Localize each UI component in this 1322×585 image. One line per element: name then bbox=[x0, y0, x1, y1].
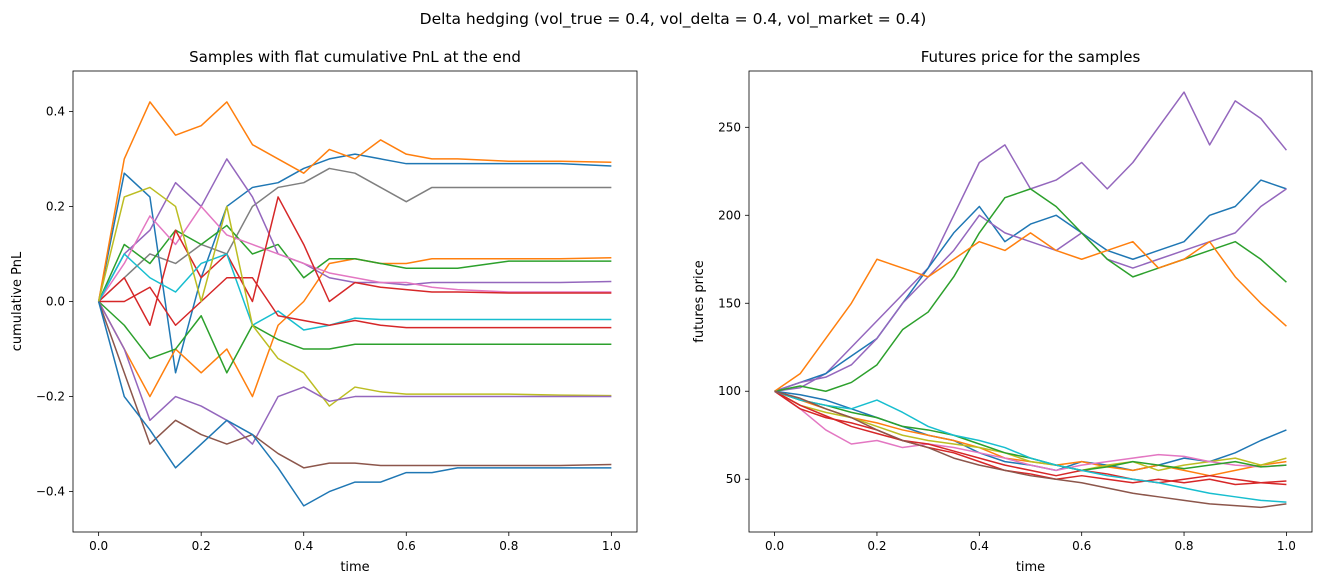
y-tick-label: 0.0 bbox=[46, 295, 65, 309]
series-line-6 bbox=[774, 390, 1287, 477]
series-line-8 bbox=[97, 253, 612, 331]
series-line-7 bbox=[774, 390, 1287, 472]
y-tick-label: −0.2 bbox=[36, 390, 65, 404]
series-line-3 bbox=[774, 188, 1287, 392]
series-line-5 bbox=[97, 158, 612, 302]
series-line-2 bbox=[98, 167, 612, 303]
x-axis-label: time bbox=[340, 560, 369, 575]
y-tick-label: 250 bbox=[718, 120, 741, 134]
series-line-4 bbox=[774, 232, 1287, 392]
series-line-12 bbox=[97, 301, 612, 445]
series-line-7 bbox=[98, 196, 612, 327]
x-tick-label: 0.6 bbox=[397, 539, 416, 553]
y-tick-label: 0.2 bbox=[46, 199, 65, 213]
plot-frame bbox=[748, 70, 1313, 533]
chart-title: Samples with flat cumulative PnL at the … bbox=[189, 48, 521, 66]
figure-suptitle: Delta hedging (vol_true = 0.4, vol_delta… bbox=[420, 10, 927, 29]
series-group bbox=[97, 101, 612, 507]
series-line-10 bbox=[98, 300, 612, 374]
y-tick-label: 50 bbox=[726, 472, 741, 486]
right-chart: 0.0 0.2 0.4 0.6 0.8 1.0 50 100 150 200 250 Futures … bbox=[692, 48, 1313, 575]
y-tick-label: 200 bbox=[718, 208, 741, 222]
y-axis-label: cumulative PnL bbox=[10, 251, 25, 351]
x-tick-label: 0.6 bbox=[1072, 539, 1091, 553]
x-tick-label: 0.2 bbox=[867, 539, 886, 553]
series-line-1 bbox=[97, 101, 612, 302]
x-tick-label: 0.4 bbox=[294, 539, 313, 553]
series-line-13 bbox=[97, 301, 612, 469]
y-tick-label: 100 bbox=[718, 384, 741, 398]
y-axis-label: futures price bbox=[692, 260, 707, 342]
x-tick-label: 0.8 bbox=[499, 539, 518, 553]
series-line-1 bbox=[774, 179, 1287, 392]
series-line-3 bbox=[97, 257, 612, 398]
series-line-11 bbox=[774, 390, 1287, 486]
x-tick-label: 1.0 bbox=[1277, 539, 1296, 553]
x-tick-label: 0.4 bbox=[970, 539, 989, 553]
y-tick-label: −0.4 bbox=[36, 485, 65, 499]
left-chart: 0.0 0.2 0.4 0.6 0.8 1.0 −0.4 −0.2 0.0 0.2 0.4 Sampl… bbox=[10, 48, 638, 575]
x-tick-label: 0.0 bbox=[89, 539, 108, 553]
series-line-2 bbox=[774, 188, 1287, 392]
series-group bbox=[774, 91, 1287, 509]
x-tick-label: 1.0 bbox=[602, 539, 621, 553]
x-tick-label: 0.0 bbox=[765, 539, 784, 553]
chart-title: Futures price for the samples bbox=[921, 48, 1141, 66]
x-axis-label: time bbox=[1016, 560, 1045, 575]
series-line-11 bbox=[97, 186, 612, 407]
series-line-6 bbox=[98, 205, 612, 302]
series-line-14 bbox=[97, 301, 612, 507]
series-line-8 bbox=[774, 390, 1287, 472]
series-line-13 bbox=[774, 390, 1287, 509]
series-line-0 bbox=[97, 153, 612, 374]
y-tick-label: 0.4 bbox=[46, 104, 65, 118]
series-line-10 bbox=[774, 390, 1287, 486]
series-line-12 bbox=[774, 390, 1287, 503]
x-tick-label: 0.2 bbox=[192, 539, 211, 553]
series-line-9 bbox=[98, 276, 612, 329]
y-tick-label: 150 bbox=[718, 296, 741, 310]
x-tick-label: 0.8 bbox=[1174, 539, 1193, 553]
